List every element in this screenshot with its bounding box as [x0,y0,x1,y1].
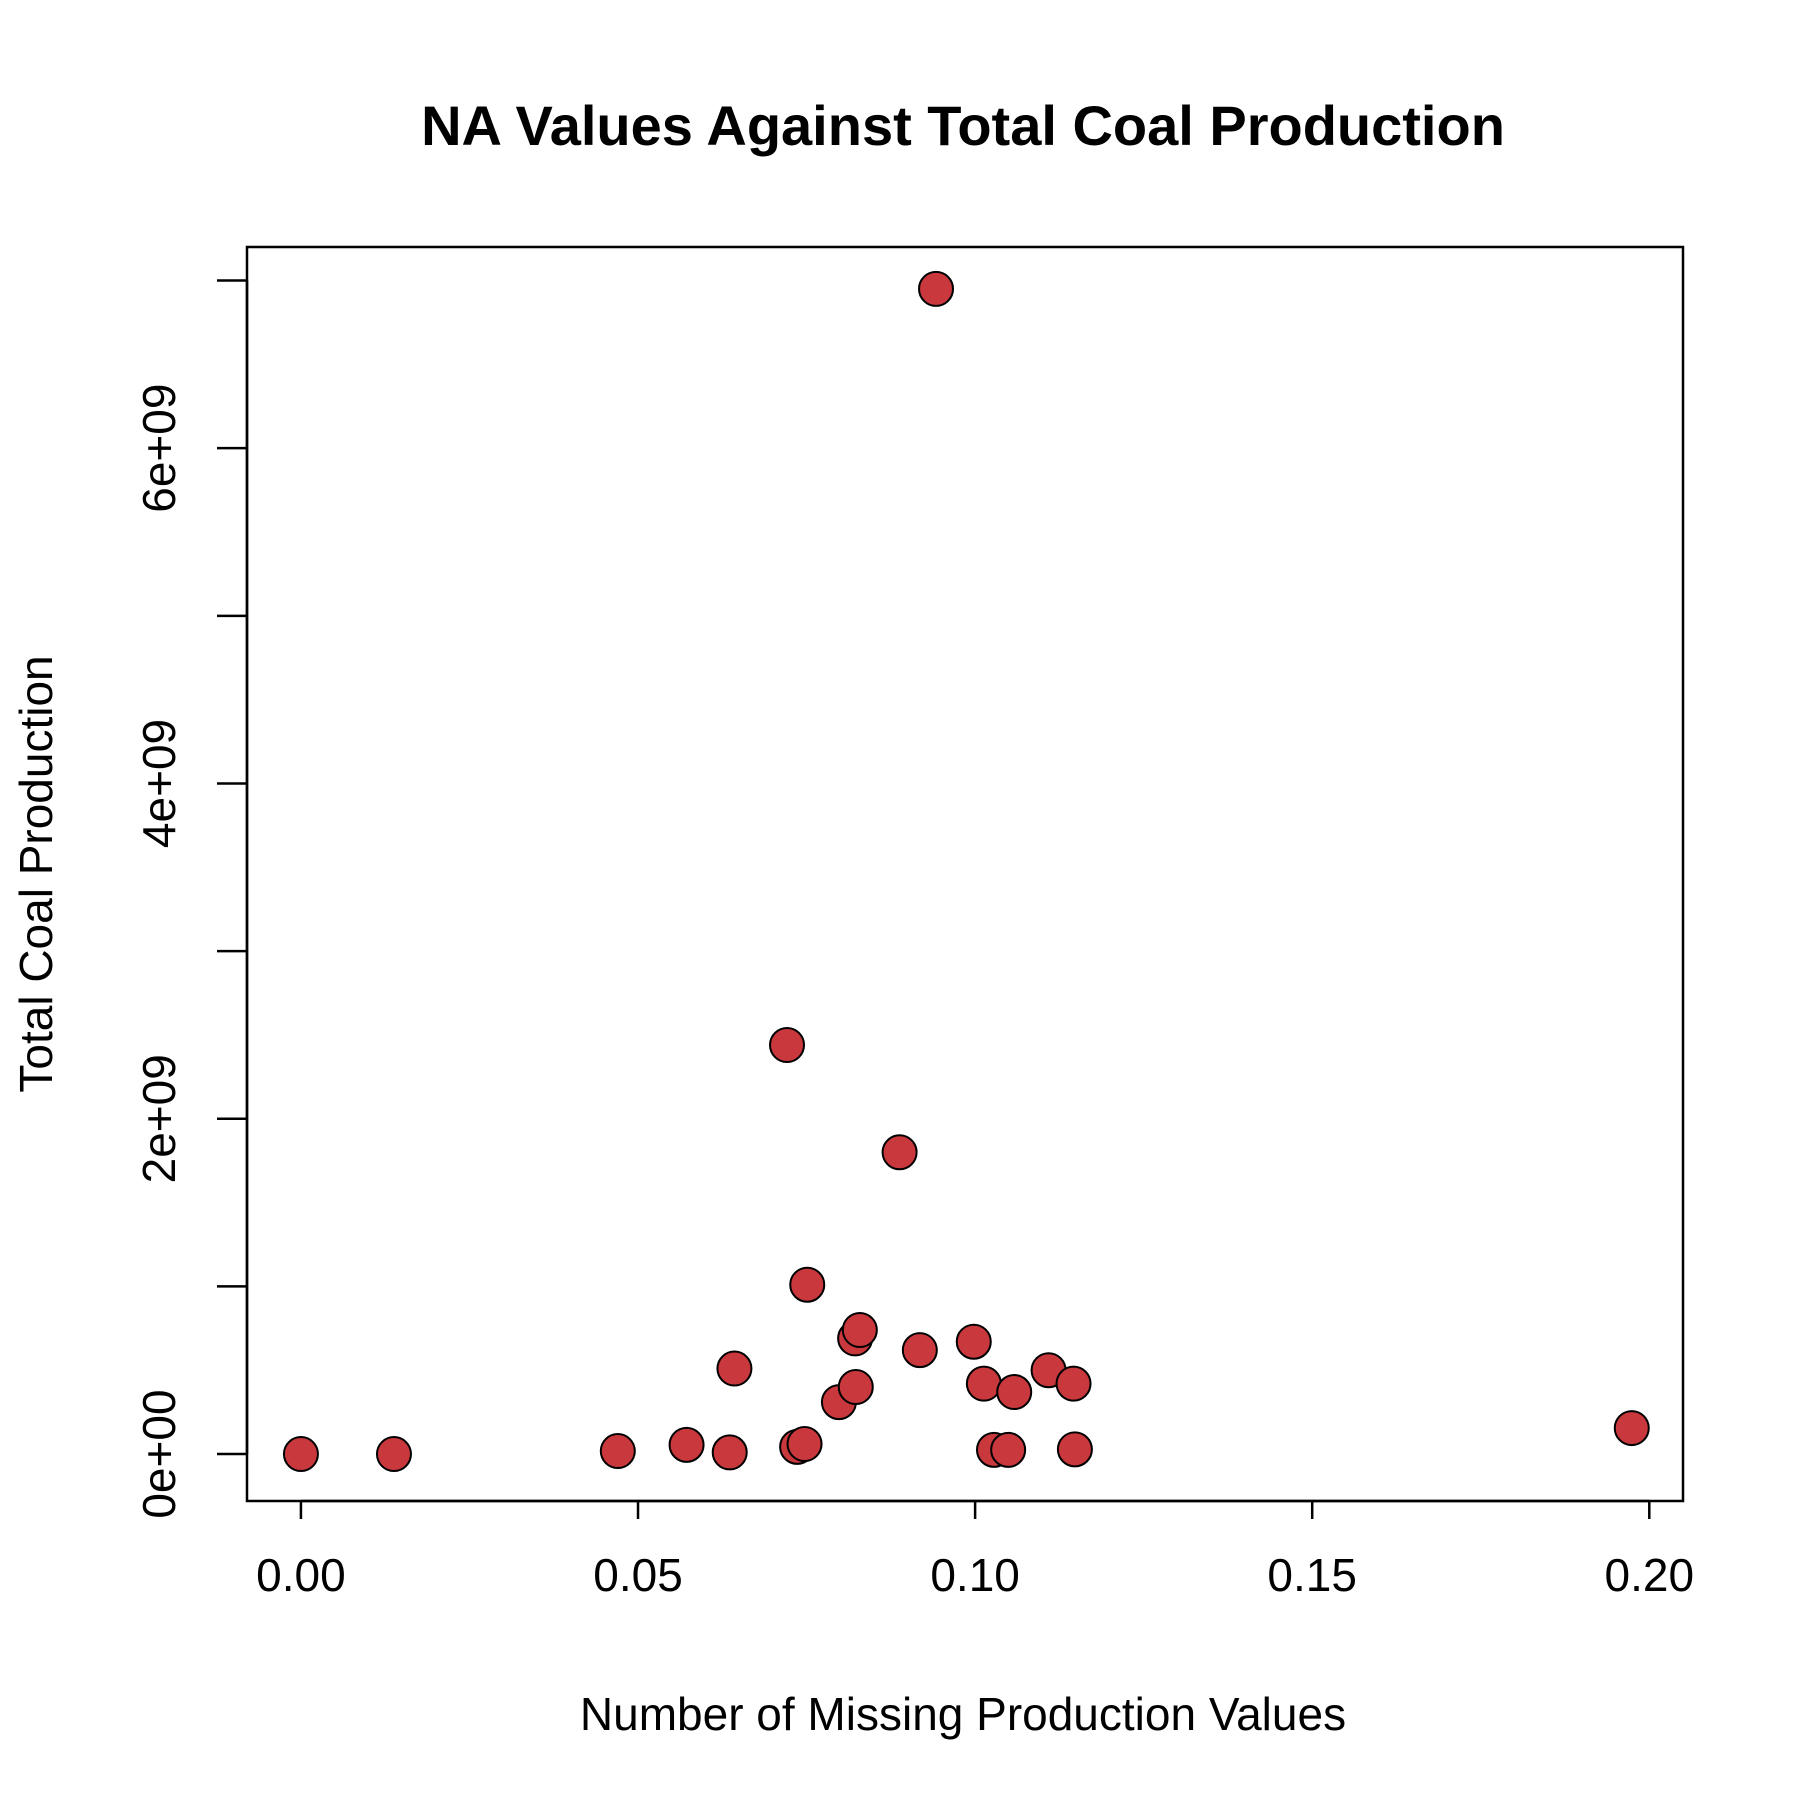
x-axis: 0.00 0.05 0.10 0.15 0.20 [256,1499,1695,1601]
y-tick-label: 4e+09 [133,719,185,848]
x-tick-label: 0.15 [1267,1549,1357,1601]
data-point [716,1350,753,1387]
data-point [769,1027,806,1063]
data-point [901,1332,938,1369]
data-point [375,1436,412,1473]
y-tick-label: 2e+09 [133,1054,185,1183]
data-point [282,1436,319,1473]
data-point [996,1374,1033,1411]
x-tick-label: 0.10 [930,1549,1020,1601]
y-axis-label: Total Coal Production [10,655,62,1092]
y-axis: 0e+00 2e+09 4e+09 6e+09 [133,279,249,1519]
data-point [955,1323,992,1360]
data-point [990,1431,1027,1468]
data-point [841,1312,878,1348]
x-tick-label: 0.00 [256,1549,346,1601]
data-point [881,1134,918,1171]
x-axis-label: Number of Missing Production Values [580,1688,1346,1740]
data-point [965,1365,1002,1402]
x-tick-label: 0.20 [1605,1549,1695,1601]
data-point [786,1426,823,1462]
data-point [837,1369,874,1405]
chart-title: NA Values Against Total Coal Production [421,94,1505,157]
plot-frame [245,245,1685,1503]
data-points [282,270,1650,1473]
data-point [918,270,955,307]
x-tick-label: 0.05 [593,1549,683,1601]
data-point [711,1434,748,1471]
y-tick-label: 6e+09 [133,384,185,513]
data-point [668,1426,705,1463]
data-point [599,1433,636,1470]
y-tick-label: 0e+00 [133,1389,185,1518]
data-point [789,1266,826,1303]
data-point [1613,1410,1650,1447]
data-point [1055,1365,1092,1402]
data-point [1056,1431,1093,1468]
